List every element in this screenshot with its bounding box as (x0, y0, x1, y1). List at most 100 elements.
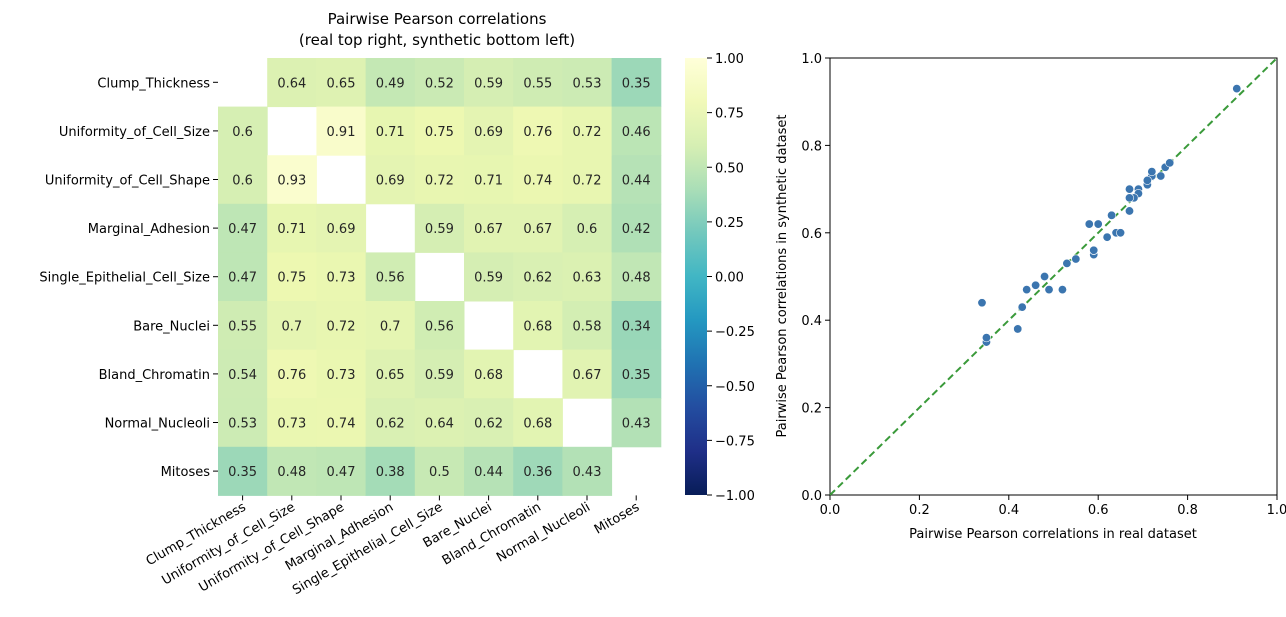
x-tick-label: 1.0 (1267, 503, 1286, 518)
heatmap-cell (513, 58, 563, 108)
x-tick-label: 0.0 (820, 503, 841, 518)
heatmap-cell (562, 58, 613, 108)
x-tick-label: 0.8 (1177, 503, 1198, 518)
heatmap-cell (414, 58, 465, 108)
y-tick-label: 1.0 (801, 52, 822, 67)
heatmap-cell (464, 106, 514, 156)
heatmap-cell (218, 106, 268, 156)
heatmap-cell (316, 446, 367, 496)
scatter-point (1017, 302, 1027, 312)
scatter-point (1102, 232, 1112, 242)
heatmap-cell-label: 0.91 (327, 125, 356, 140)
colorbar-gradient (685, 58, 707, 495)
heatmap-cell-label: 0.74 (523, 174, 552, 189)
scatter-axes-frame (829, 57, 1278, 496)
heatmap-cell-label: 0.68 (523, 319, 552, 334)
heatmap-cell-label: 0.62 (523, 271, 552, 286)
scatter-point (1084, 219, 1094, 229)
heatmap-cell (414, 301, 465, 351)
heatmap-title: Pairwise Pearson correlations (328, 10, 547, 28)
heatmap-cell-label: 0.69 (474, 125, 503, 140)
heatmap-cell-label: 0.48 (622, 271, 651, 286)
heatmap-cell-label: 0.59 (425, 368, 454, 383)
heatmap-cell (365, 301, 416, 351)
heatmap-cell-label: 0.59 (474, 76, 503, 91)
heatmap-cell (414, 398, 465, 448)
scatter-point (977, 298, 987, 308)
y-tick-label: 0.6 (801, 227, 822, 242)
heatmap-cell (562, 349, 613, 399)
heatmap-cell-label: 0.58 (573, 319, 602, 334)
heatmap-cell (267, 155, 317, 205)
heatmap-cell (513, 155, 563, 205)
heatmap-row-label: Normal_Nucleoli (105, 417, 210, 432)
heatmap-cell-label: 0.72 (425, 174, 454, 189)
heatmap-cell (218, 252, 268, 302)
heatmap-cell (562, 106, 613, 156)
scatter-point (1057, 285, 1067, 295)
heatmap-cell-label: 0.71 (277, 222, 306, 237)
heatmap-cell (562, 252, 613, 302)
heatmap-cell (365, 106, 416, 156)
heatmap-row-labels: Clump_Thickness Uniformity_of_Cell_Size Un… (39, 76, 218, 480)
heatmap-cell (414, 349, 465, 399)
colorbar-tick-label: 0.75 (715, 107, 744, 122)
heatmap-cell (316, 398, 367, 448)
heatmap-row-label: Bare_Nuclei (133, 319, 210, 334)
heatmap-cell-label: 0.35 (622, 368, 651, 383)
heatmap-cell (316, 106, 367, 156)
x-tick-label: 0.2 (909, 503, 930, 518)
colorbar: 1.00 0.75 0.50 0.25 0.00 −0.25 −0.50 −0.75 −1.00 (685, 52, 755, 504)
heatmap-cell-label: 0.59 (474, 271, 503, 286)
heatmap-cell-label: 0.68 (474, 368, 503, 383)
heatmap-cell (464, 58, 514, 108)
heatmap-cell (464, 252, 514, 302)
heatmap-cell-label: 0.65 (376, 368, 405, 383)
colorbar-tick-label: −0.25 (715, 325, 755, 340)
scatter-point (1031, 280, 1041, 290)
colorbar-tick-label: −0.75 (715, 434, 755, 449)
heatmap-cell (513, 203, 563, 253)
heatmap-cell-label: 0.71 (376, 125, 405, 140)
scatter-point (1124, 193, 1134, 203)
colorbar-tick-label: 1.00 (715, 52, 744, 67)
colorbar-tick-label: −1.00 (715, 489, 755, 504)
heatmap-cell-label: 0.67 (523, 222, 552, 237)
heatmap-cell (316, 58, 367, 108)
heatmap-cell-label: 0.7 (281, 319, 302, 334)
heatmap-cell-label: 0.36 (523, 465, 552, 480)
scatter-point (1093, 219, 1103, 229)
scatter-point (981, 333, 991, 343)
scatter-point (1165, 158, 1175, 168)
heatmap-cell-label: 0.63 (573, 271, 602, 286)
x-tick-label: 0.6 (1088, 503, 1109, 518)
heatmap-cell-label: 0.72 (573, 125, 602, 140)
heatmap-cell-label: 0.52 (425, 76, 454, 91)
heatmap-cell-label: 0.49 (376, 76, 405, 91)
heatmap-cell-label: 0.62 (376, 417, 405, 432)
scatter-point (1124, 206, 1134, 216)
scatter-y-label: Pairwise Pearson correlations in synthet… (775, 115, 790, 438)
heatmap-cell-label: 0.56 (376, 271, 405, 286)
heatmap-cell (562, 301, 613, 351)
heatmap-cell (365, 446, 416, 496)
heatmap-cell (562, 203, 613, 253)
heatmap-cell-label: 0.69 (327, 222, 356, 237)
scatter-point (1089, 245, 1099, 255)
heatmap-cell-label: 0.44 (474, 465, 503, 480)
heatmap-cell-label: 0.69 (376, 174, 405, 189)
heatmap-cell (316, 252, 367, 302)
heatmap-cell (218, 446, 268, 496)
heatmap-cell-label: 0.59 (425, 222, 454, 237)
y-tick-label: 0.0 (801, 489, 822, 504)
heatmap-row-label: Mitoses (161, 465, 211, 480)
heatmap-cell-label: 0.47 (228, 271, 257, 286)
heatmap-cell (611, 398, 662, 448)
heatmap-row-label: Uniformity_of_Cell_Size (59, 125, 210, 140)
heatmap-cell-label: 0.75 (425, 125, 454, 140)
scatter-point (1147, 167, 1157, 177)
heatmap-cell-label: 0.71 (474, 174, 503, 189)
heatmap-cell-label: 0.55 (523, 76, 552, 91)
heatmap-cell (267, 349, 317, 399)
colorbar-tick-label: 0.25 (715, 216, 744, 231)
